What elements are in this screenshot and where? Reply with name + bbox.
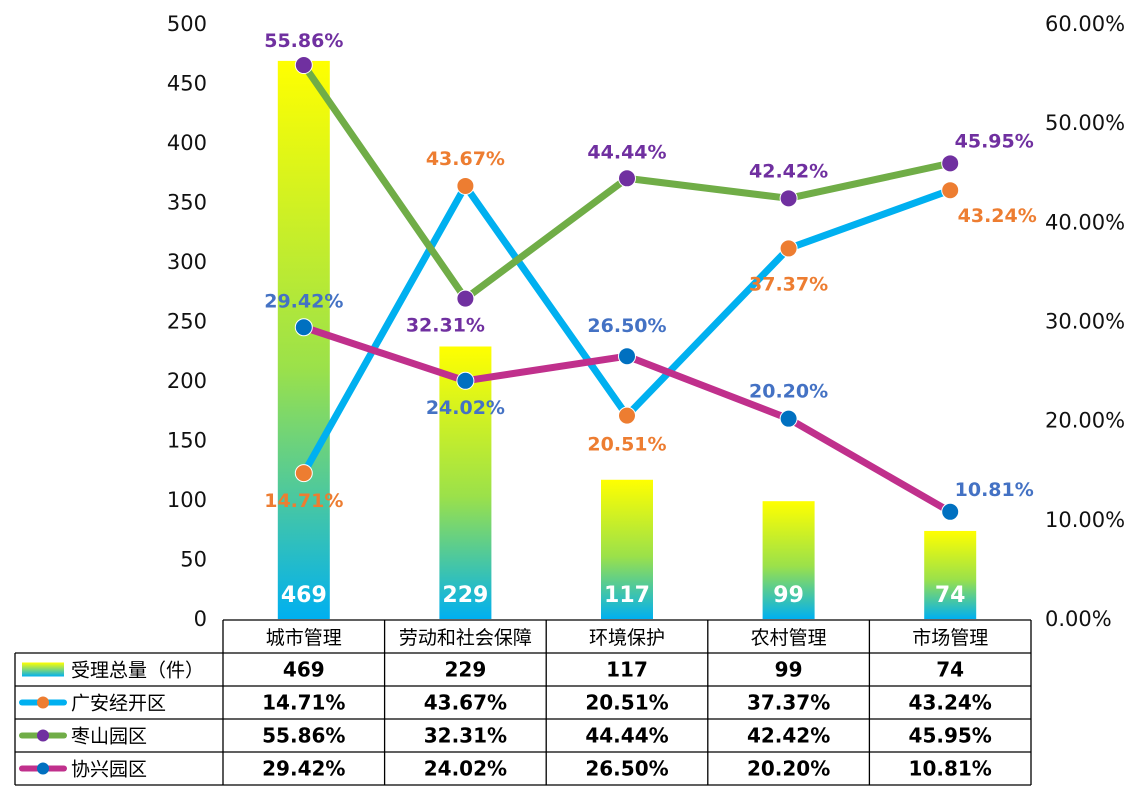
table-cell: 99 [775,658,803,682]
category-label: 环境保护 [589,627,665,649]
bar [601,479,653,619]
table-cell: 29.42% [262,757,345,781]
right-tick-label: 0.00% [1045,607,1112,631]
data-label: 55.86% [264,30,343,52]
right-tick-label: 50.00% [1045,111,1125,135]
legend-label: 协兴园区 [71,759,147,781]
table-cell: 117 [606,658,648,682]
data-label: 14.71% [264,490,343,512]
table-cell: 20.20% [747,757,830,781]
bar-value-label: 117 [604,583,650,608]
left-tick-label: 450 [167,72,207,96]
left-tick-label: 500 [167,12,207,36]
series-marker [456,176,475,195]
left-tick-label: 50 [180,548,207,572]
left-tick-label: 400 [167,131,207,155]
right-tick-label: 60.00% [1045,12,1125,36]
bar-series: 469 229 117 99 74 [277,60,977,619]
table-cell: 26.50% [585,757,668,781]
bar-value-label: 74 [935,583,966,608]
bar-value-label: 99 [773,583,804,608]
table-cell: 55.86% [262,724,345,748]
bar-value-label: 229 [442,583,488,608]
category-label: 农村管理 [751,627,827,649]
data-labels: 14.71% 43.67% 20.51% 37.37% 43.24% 55.86% 32.3… [264,30,1037,512]
table-cell: 469 [283,658,325,682]
table-cell: 14.71% [262,691,345,715]
left-tick-label: 200 [167,369,207,393]
bar [762,501,815,619]
table-cell: 24.02% [424,757,507,781]
data-label: 37.37% [749,273,828,295]
left-tick-label: 250 [167,310,207,334]
data-label: 10.81% [955,479,1034,501]
series-marker [941,502,960,521]
series-marker [294,464,313,483]
bar-value-label: 469 [281,583,327,608]
data-label: 24.02% [426,397,505,419]
category-label: 市场管理 [912,627,988,649]
data-label: 42.42% [749,160,828,182]
table-cell: 44.44% [585,724,668,748]
series-marker [779,409,798,428]
right-axis: 0.00% 10.00% 20.00% 30.00% 40.00% 50.00% 60.00… [1045,12,1125,631]
data-label: 20.20% [749,381,828,403]
bar [924,530,977,619]
table-cell: 10.81% [909,757,992,781]
bar [439,346,492,619]
data-label: 44.44% [587,141,666,163]
data-label: 43.67% [426,148,505,170]
legend-swatch [22,662,64,677]
left-axis: 0 50 100 150 200 250 300 350 400 450 500 [167,12,207,631]
table-cell: 32.31% [424,724,507,748]
right-tick-label: 40.00% [1045,210,1125,234]
right-tick-label: 30.00% [1045,310,1125,334]
table-cell: 45.95% [909,724,992,748]
series-marker [618,406,636,425]
legend-marker [37,762,49,775]
series-marker [618,169,636,188]
data-label: 32.31% [406,315,485,337]
line-series [294,56,960,521]
table-cell: 229 [445,658,487,682]
series-marker [941,154,960,173]
data-label: 45.95% [955,130,1034,152]
left-tick-label: 100 [167,488,207,512]
series-marker [294,56,313,75]
table-cell: 37.37% [747,691,830,715]
left-tick-label: 300 [167,250,207,274]
series-marker [456,289,475,308]
legend-label: 枣山园区 [71,726,147,748]
left-tick-label: 0 [194,607,207,631]
series-marker [294,318,313,337]
left-tick-label: 350 [167,191,207,215]
legend-marker [37,696,49,709]
table-cell: 43.24% [909,691,992,715]
data-label: 29.42% [264,290,343,312]
data-label: 26.50% [587,315,666,337]
legend-marker [37,729,49,742]
table-cell: 74 [936,658,964,682]
table-cell: 20.51% [585,691,668,715]
right-tick-label: 20.00% [1045,409,1125,433]
left-tick-label: 150 [167,429,207,453]
series-marker [779,239,798,258]
series-marker [941,181,960,200]
legend-label: 广安经开区 [71,693,166,715]
data-label: 43.24% [958,205,1037,227]
series-marker [618,347,636,366]
right-tick-label: 10.00% [1045,508,1125,532]
series-marker [779,189,798,208]
series-marker [456,371,475,390]
table-cell: 42.42% [747,724,830,748]
bar [277,60,330,619]
table-cell: 43.67% [424,691,507,715]
category-label: 劳动和社会保障 [399,627,532,649]
category-label: 城市管理 [266,627,342,649]
data-label: 20.51% [587,434,666,456]
legend-label: 受理总量（件） [71,660,204,682]
